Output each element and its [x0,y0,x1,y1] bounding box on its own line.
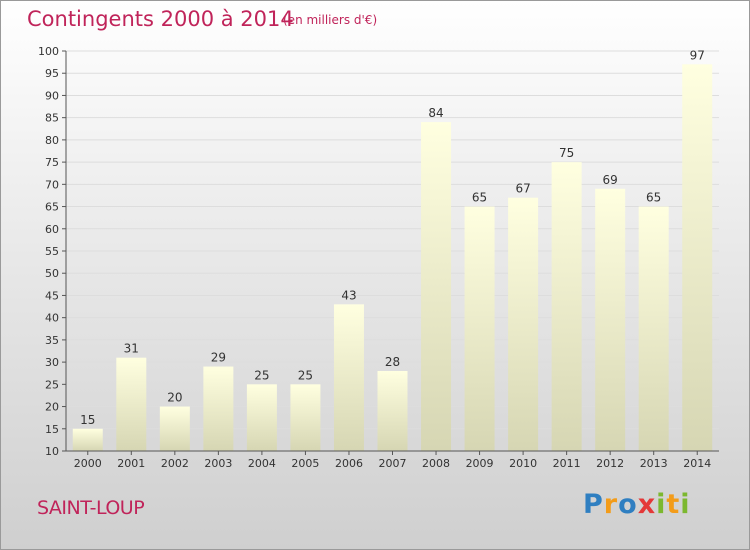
y-tick-label: 85 [45,112,59,125]
x-tick-label-2006: 2006 [335,457,363,470]
bar-2004 [246,384,277,451]
bar-2001 [116,357,147,451]
x-tick-label-2004: 2004 [248,457,276,470]
x-tick-label-2000: 2000 [74,457,102,470]
bar-2009 [464,206,495,451]
y-tick-label: 50 [45,267,59,280]
bar-2002 [159,406,190,451]
value-label-2000: 15 [80,413,95,427]
y-tick-label: 55 [45,245,59,258]
bar-2005 [290,384,321,451]
value-labels: 15 31 20 29 25 25 43 28 84 65 67 75 69 65 97 [80,48,705,426]
value-label-2009: 65 [472,191,487,205]
y-tick-label: 80 [45,134,59,147]
x-tick-label-2014: 2014 [683,457,711,470]
x-tick-label-2007: 2007 [379,457,407,470]
logo-letter: x [637,489,657,520]
y-tick-label: 95 [45,67,59,80]
y-tick-label: 40 [45,312,59,325]
x-tick-label-2013: 2013 [640,457,668,470]
value-label-2003: 29 [211,351,226,365]
chart-title: Contingents 2000 à 2014 [27,7,294,31]
y-tick-label: 90 [45,89,59,102]
chart-subtitle: (en milliers d'€) [283,13,378,27]
bar-2012 [595,188,626,451]
y-tick-label: 20 [45,401,59,414]
y-tick-label: 45 [45,289,59,302]
y-tick-label: 100 [38,45,59,58]
bar-2007 [377,371,408,451]
value-label-2011: 75 [559,146,574,160]
y-tick-label: 65 [45,201,59,214]
x-tick-label-2009: 2009 [466,457,494,470]
x-tick-label-2011: 2011 [553,457,581,470]
logo-letter: i [680,489,691,520]
bars [72,64,713,452]
logo-letter: i [656,489,667,520]
x-tick-label-2010: 2010 [509,457,537,470]
axes: 10 15 20 25 30 35 40 45 50 55 60 65 70 75 80 85 90 95 100 2… [38,45,719,470]
bar-2011 [551,162,582,451]
value-label-2004: 25 [254,368,269,382]
bar-2010 [508,197,539,451]
bar-2006 [333,304,364,451]
value-label-2001: 31 [124,342,139,356]
logo-letter: o [618,489,638,520]
bar-2008 [421,122,452,451]
y-tick-label: 60 [45,223,59,236]
commune-name: SAINT-LOUP [37,497,145,519]
logo-letter: P [583,489,604,520]
value-label-2002: 20 [167,391,182,405]
value-label-2012: 69 [603,173,618,187]
y-tick-label: 75 [45,156,59,169]
x-tick-label-2005: 2005 [291,457,319,470]
y-tick-label: 70 [45,178,59,191]
x-tick-label-2003: 2003 [204,457,232,470]
value-label-2014: 97 [690,48,705,62]
value-label-2008: 84 [428,106,443,120]
logo-letter: t [666,489,681,520]
x-tick-label-2001: 2001 [117,457,145,470]
value-label-2006: 43 [341,288,356,302]
proxiti-logo: Proxiti [583,489,691,520]
bar-2013 [638,206,669,451]
value-label-2010: 67 [515,182,530,196]
x-tick-label-2002: 2002 [161,457,189,470]
value-label-2013: 65 [646,191,661,205]
value-label-2005: 25 [298,368,313,382]
y-tick-label: 25 [45,378,59,391]
logo-letter: r [603,489,619,520]
value-label-2007: 28 [385,355,400,369]
y-tick-label: 10 [45,445,59,458]
y-tick-label: 35 [45,334,59,347]
bar-2014 [682,64,713,452]
bar-2003 [203,366,234,451]
bar-2000 [72,428,103,451]
y-tick-label: 15 [45,423,59,436]
x-tick-label-2012: 2012 [596,457,624,470]
x-tick-label-2008: 2008 [422,457,450,470]
y-tick-label: 30 [45,356,59,369]
